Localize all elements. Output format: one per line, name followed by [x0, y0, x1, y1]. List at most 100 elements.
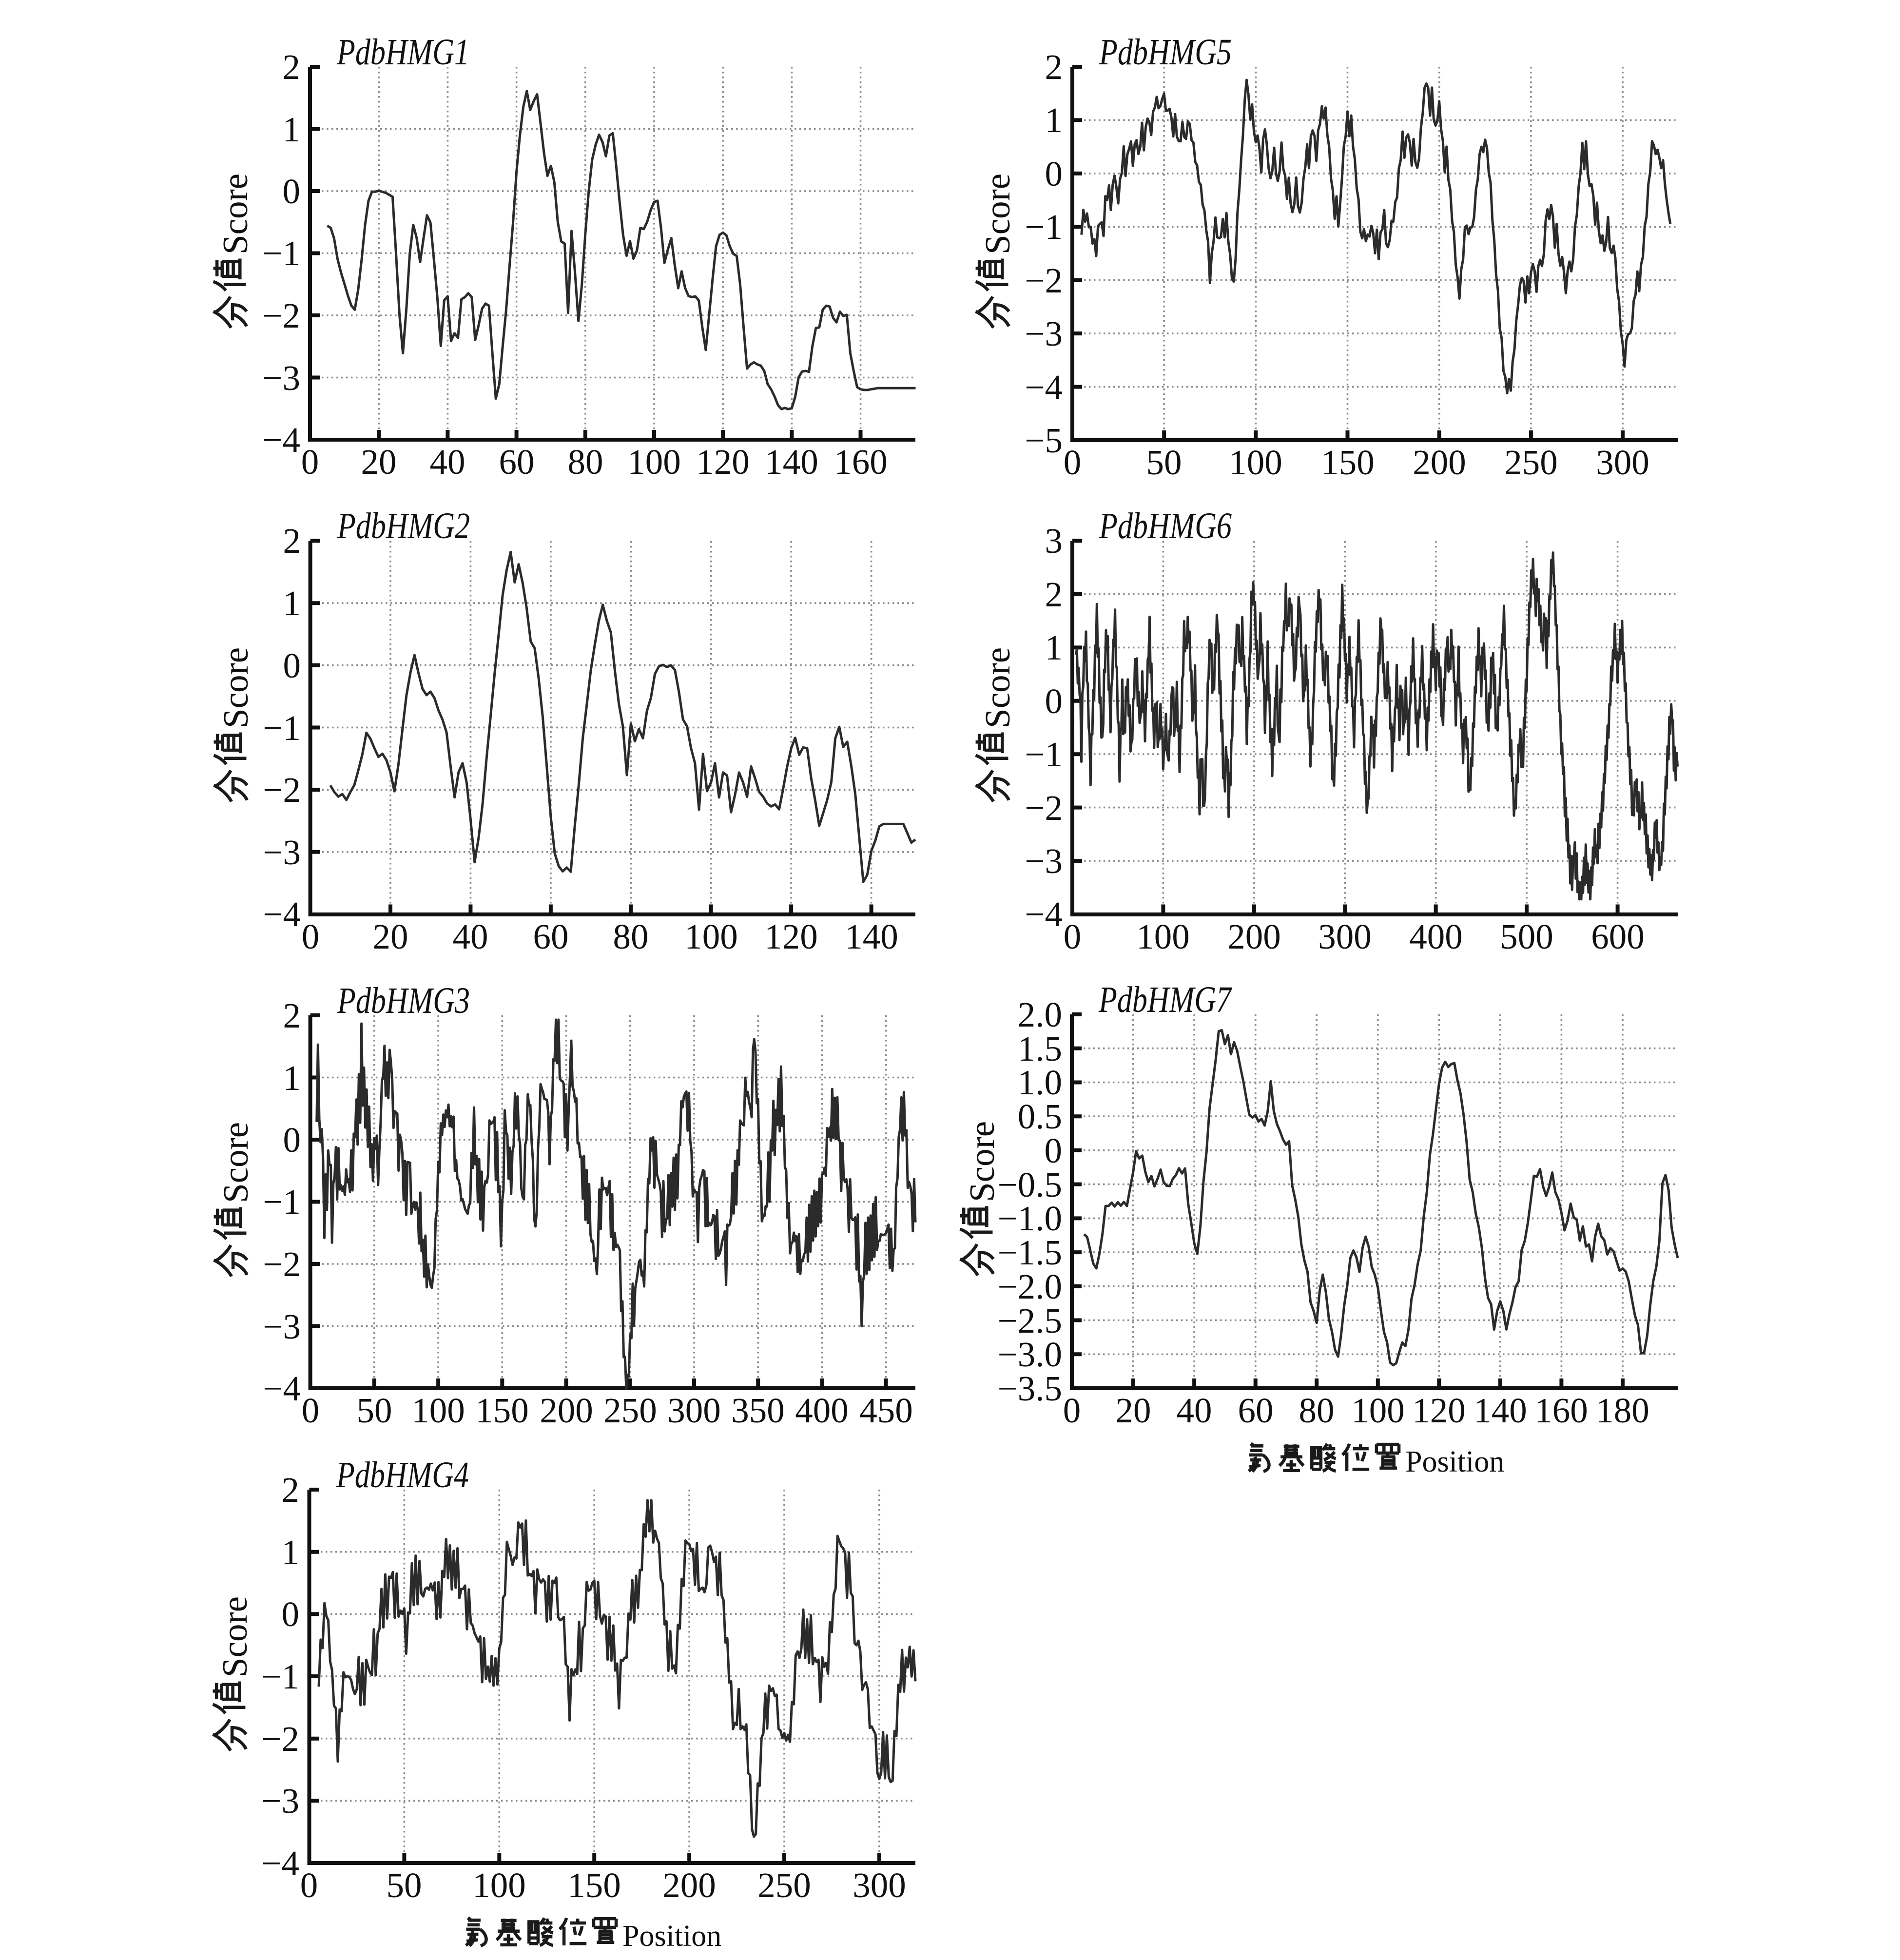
- svg-text:−3.0: −3.0: [998, 1335, 1062, 1374]
- svg-text:−2: −2: [1025, 261, 1063, 300]
- svg-text:1: 1: [283, 110, 301, 149]
- svg-text:50: 50: [357, 1391, 392, 1430]
- svg-text:2.0: 2.0: [1018, 995, 1062, 1034]
- svg-text:PdbHMG3: PdbHMG3: [337, 980, 470, 1021]
- svg-text:80: 80: [1299, 1391, 1335, 1430]
- svg-text:0: 0: [282, 1594, 300, 1634]
- svg-text:200: 200: [1227, 917, 1281, 956]
- svg-text:100: 100: [1229, 443, 1282, 482]
- svg-text:2: 2: [1045, 575, 1063, 614]
- svg-text:0: 0: [1064, 917, 1082, 956]
- svg-text:2: 2: [1045, 47, 1063, 87]
- svg-text:600: 600: [1591, 917, 1645, 956]
- svg-text:−2: −2: [262, 296, 300, 335]
- svg-text:0.5: 0.5: [1018, 1097, 1062, 1136]
- svg-text:200: 200: [1413, 443, 1466, 482]
- svg-text:150: 150: [567, 1865, 621, 1905]
- svg-text:−0.5: −0.5: [998, 1165, 1062, 1204]
- svg-text:80: 80: [613, 917, 649, 956]
- svg-text:0: 0: [300, 1865, 318, 1905]
- svg-text:60: 60: [499, 442, 535, 482]
- svg-text:−3: −3: [263, 833, 301, 872]
- svg-text:1: 1: [1045, 628, 1063, 667]
- svg-text:PdbHMG2: PdbHMG2: [337, 505, 470, 546]
- svg-text:100: 100: [1136, 917, 1190, 956]
- svg-text:Position: Position: [1405, 1445, 1504, 1478]
- svg-text:Score: Score: [216, 1122, 255, 1203]
- svg-text:0: 0: [1045, 154, 1063, 194]
- svg-text:Position: Position: [622, 1920, 721, 1953]
- svg-text:0: 0: [1045, 1131, 1063, 1170]
- svg-text:−4: −4: [263, 1369, 301, 1408]
- svg-text:−4: −4: [262, 420, 300, 460]
- svg-text:−1.5: −1.5: [998, 1233, 1062, 1272]
- svg-text:200: 200: [540, 1391, 593, 1430]
- svg-text:PdbHMG1: PdbHMG1: [336, 32, 469, 73]
- svg-text:140: 140: [765, 442, 818, 482]
- svg-text:−3: −3: [262, 358, 300, 398]
- svg-text:1.0: 1.0: [1018, 1063, 1062, 1102]
- svg-text:200: 200: [662, 1865, 716, 1905]
- svg-text:−1: −1: [262, 233, 300, 273]
- svg-text:300: 300: [1318, 917, 1372, 956]
- svg-text:100: 100: [627, 442, 681, 482]
- svg-text:100: 100: [411, 1391, 465, 1430]
- svg-text:20: 20: [1116, 1391, 1151, 1430]
- svg-text:100: 100: [684, 917, 738, 956]
- svg-text:40: 40: [1177, 1391, 1212, 1430]
- svg-text:250: 250: [603, 1391, 657, 1430]
- svg-text:300: 300: [853, 1865, 906, 1905]
- svg-text:20: 20: [373, 917, 408, 956]
- svg-text:500: 500: [1500, 917, 1553, 956]
- svg-text:0: 0: [302, 917, 320, 956]
- svg-text:2: 2: [283, 47, 301, 87]
- svg-text:20: 20: [361, 442, 397, 482]
- svg-text:−4: −4: [1025, 894, 1063, 934]
- svg-text:2: 2: [283, 521, 301, 561]
- svg-text:300: 300: [667, 1391, 721, 1430]
- svg-text:Score: Score: [978, 647, 1017, 728]
- svg-text:120: 120: [1412, 1391, 1466, 1430]
- svg-text:60: 60: [533, 917, 569, 956]
- svg-text:−1: −1: [1025, 735, 1063, 774]
- svg-text:50: 50: [387, 1865, 422, 1905]
- svg-text:40: 40: [430, 442, 465, 482]
- svg-text:PdbHMG4: PdbHMG4: [336, 1455, 469, 1495]
- svg-text:250: 250: [1504, 443, 1558, 482]
- svg-text:−3: −3: [1025, 314, 1063, 353]
- svg-text:−5: −5: [1025, 421, 1063, 460]
- svg-text:−1: −1: [261, 1657, 299, 1696]
- svg-text:160: 160: [834, 442, 888, 482]
- svg-text:1.5: 1.5: [1018, 1029, 1062, 1068]
- svg-text:2: 2: [282, 1470, 300, 1510]
- svg-text:180: 180: [1596, 1391, 1649, 1430]
- svg-text:300: 300: [1596, 443, 1649, 482]
- svg-text:−1: −1: [1025, 207, 1063, 247]
- svg-text:−1: −1: [263, 1182, 301, 1222]
- svg-text:160: 160: [1534, 1391, 1588, 1430]
- svg-text:0: 0: [302, 1391, 320, 1430]
- svg-text:−3.5: −3.5: [998, 1369, 1062, 1408]
- svg-text:PdbHMG6: PdbHMG6: [1099, 505, 1232, 546]
- svg-text:−2.5: −2.5: [998, 1301, 1062, 1340]
- svg-text:1: 1: [282, 1533, 300, 1572]
- svg-text:1: 1: [283, 583, 301, 623]
- svg-text:−4: −4: [261, 1844, 299, 1883]
- svg-text:100: 100: [472, 1865, 526, 1905]
- svg-text:−2: −2: [1025, 788, 1063, 828]
- svg-text:250: 250: [757, 1865, 811, 1905]
- svg-text:PdbHMG5: PdbHMG5: [1099, 32, 1232, 73]
- svg-text:450: 450: [859, 1391, 913, 1430]
- svg-text:150: 150: [475, 1391, 529, 1430]
- svg-text:−2: −2: [263, 770, 301, 810]
- svg-text:0: 0: [1045, 681, 1063, 721]
- svg-text:400: 400: [795, 1391, 849, 1430]
- svg-text:−1.0: −1.0: [998, 1199, 1062, 1238]
- svg-text:−4: −4: [1025, 368, 1063, 407]
- svg-text:−3: −3: [263, 1307, 301, 1346]
- svg-text:0: 0: [1064, 443, 1082, 482]
- svg-text:0: 0: [1063, 1391, 1081, 1430]
- svg-text:60: 60: [1238, 1391, 1274, 1430]
- svg-text:100: 100: [1351, 1391, 1405, 1430]
- svg-text:0: 0: [283, 172, 301, 211]
